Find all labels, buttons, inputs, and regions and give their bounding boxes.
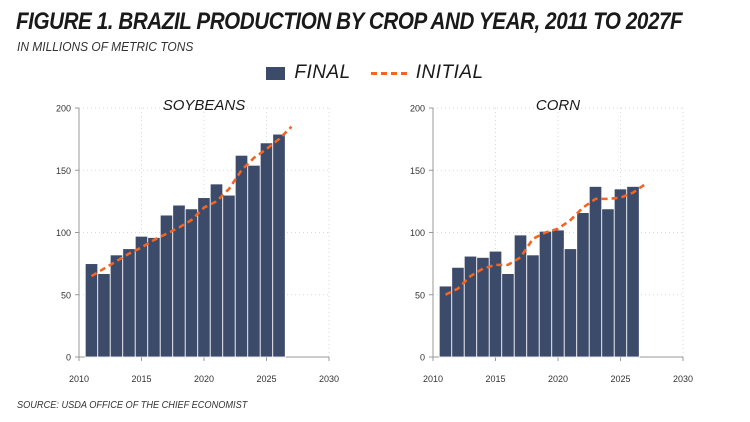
- corn-bar-2024: [601, 208, 615, 358]
- soybeans-bar-2021: [209, 183, 224, 358]
- soybeans-bar-2011: [84, 263, 99, 358]
- corn-y-tick-label: 200: [410, 104, 425, 114]
- soybeans-bar-2022: [222, 194, 236, 358]
- figure-title: FIGURE 1. BRAZIL PRODUCTION BY CROP AND …: [16, 8, 683, 35]
- soybeans-y-tick-label: 200: [56, 104, 71, 114]
- corn-bar-2011: [438, 285, 453, 358]
- legend-swatch-initial: [370, 71, 407, 75]
- corn-x-tick-label: 2025: [610, 374, 630, 384]
- corn-y-tick-label: 50: [415, 290, 425, 300]
- soybeans-bar-2023: [234, 154, 249, 358]
- legend-item-final: FINAL: [266, 62, 350, 84]
- soybeans-panel-title: SOYBEANS: [163, 97, 246, 114]
- soybeans-y-tick-label: 50: [61, 290, 71, 300]
- corn-bar-2025: [613, 188, 628, 358]
- corn-initial-line: [444, 182, 647, 296]
- soybeans-bar-2016: [147, 237, 161, 358]
- soybeans-bar-2024: [247, 164, 261, 358]
- soybeans-bar-2018: [172, 204, 186, 358]
- soybeans-x-tick-label: 2025: [256, 374, 276, 384]
- corn-x-tick-label: 2030: [673, 374, 693, 384]
- soybeans-bar-2012: [97, 273, 111, 358]
- soybeans-y-tick-label: 0: [66, 353, 71, 363]
- corn-bar-2013: [463, 255, 478, 358]
- soybeans-bar-2019: [184, 208, 199, 358]
- corn-bar-2012: [451, 266, 465, 358]
- soybeans-x-tick-label: 2030: [319, 374, 339, 384]
- soybeans-bar-2015: [134, 235, 149, 358]
- soybeans-y-tick-label: 100: [56, 228, 71, 238]
- corn-bar-2023: [588, 186, 603, 358]
- figure-subtitle: IN MILLIONS OF METRIC TONS: [17, 39, 194, 54]
- soybeans-x-tick-label: 2020: [194, 374, 214, 384]
- corn-y-tick-label: 0: [420, 353, 425, 363]
- corn-bar-2022: [576, 212, 590, 358]
- soybeans-initial-line: [90, 125, 293, 278]
- legend-label-final: FINAL: [294, 62, 351, 83]
- soybeans-bar-2014: [122, 248, 136, 358]
- soybeans-x-tick-label: 2015: [131, 374, 151, 384]
- soybeans-bar-2013: [109, 254, 124, 358]
- corn-bar-2020: [551, 229, 565, 358]
- corn-bar-2016: [501, 273, 515, 358]
- corn-panel-title: CORN: [536, 97, 580, 114]
- soybeans-bar-2020: [197, 197, 211, 358]
- corn-y-tick-label: 100: [410, 228, 425, 238]
- legend-swatch-final: [266, 66, 286, 80]
- soybeans-bar-2025: [259, 142, 274, 358]
- corn-bar-2021: [563, 248, 578, 358]
- corn-y-tick-label: 150: [410, 166, 425, 176]
- corn-x-tick-label: 2010: [423, 374, 443, 384]
- soybeans-x-tick-label: 2010: [69, 374, 89, 384]
- legend-label-initial: INITIAL: [415, 62, 484, 83]
- legend: FINAL INITIAL: [0, 61, 750, 85]
- corn-x-tick-label: 2015: [485, 374, 505, 384]
- corn-bar-2017: [513, 234, 528, 358]
- source-note: SOURCE: USDA OFFICE OF THE CHIEF ECONOMI…: [17, 400, 248, 411]
- corn-x-tick-label: 2020: [548, 374, 568, 384]
- soybeans-y-tick-label: 150: [56, 166, 71, 176]
- legend-item-initial: INITIAL: [370, 62, 484, 84]
- corn-bar-2018: [526, 254, 540, 358]
- corn-bar-2019: [538, 230, 553, 358]
- soybeans-bar-2026: [272, 133, 286, 358]
- corn-bar-2026: [626, 186, 640, 358]
